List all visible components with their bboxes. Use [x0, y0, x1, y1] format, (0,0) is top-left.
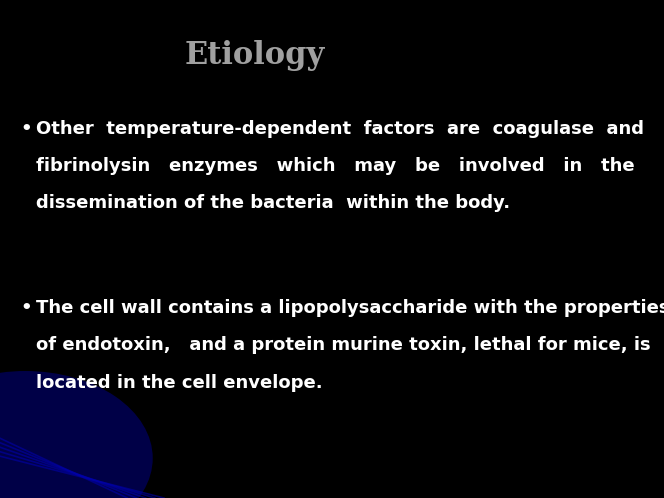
Text: of endotoxin,   and a protein murine toxin, lethal for mice, is: of endotoxin, and a protein murine toxin… — [36, 336, 650, 354]
Text: •: • — [21, 120, 32, 137]
Text: located in the cell envelope.: located in the cell envelope. — [36, 374, 322, 391]
Text: fibrinolysin   enzymes   which   may   be   involved   in   the: fibrinolysin enzymes which may be involv… — [36, 157, 634, 175]
Ellipse shape — [0, 371, 153, 498]
Text: The cell wall contains a lipopolysaccharide with the properties: The cell wall contains a lipopolysacchar… — [36, 299, 664, 317]
Text: Other  temperature-dependent  factors  are  coagulase  and: Other temperature-dependent factors are … — [36, 120, 643, 137]
Text: Etiology: Etiology — [185, 40, 325, 71]
Text: dissemination of the bacteria  within the body.: dissemination of the bacteria within the… — [36, 194, 510, 212]
Text: •: • — [21, 299, 32, 317]
